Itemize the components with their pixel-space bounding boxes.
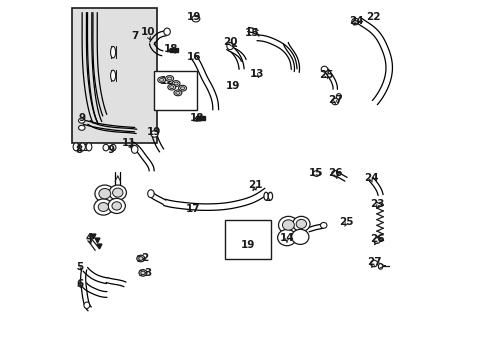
Text: 13: 13 [249, 69, 264, 79]
Ellipse shape [79, 118, 85, 123]
Text: 11: 11 [122, 138, 136, 148]
Text: 19: 19 [241, 240, 255, 250]
Text: 27: 27 [327, 95, 342, 105]
Ellipse shape [110, 70, 115, 81]
Text: 15: 15 [308, 168, 323, 178]
Ellipse shape [277, 230, 296, 246]
Ellipse shape [321, 66, 327, 72]
Text: 4: 4 [85, 233, 93, 243]
Ellipse shape [178, 85, 186, 91]
Ellipse shape [98, 203, 108, 211]
Ellipse shape [112, 188, 122, 197]
Text: 9: 9 [107, 145, 115, 156]
Text: 19: 19 [146, 127, 161, 138]
Text: 25: 25 [338, 217, 352, 228]
Ellipse shape [278, 216, 298, 234]
Ellipse shape [103, 144, 108, 151]
Ellipse shape [268, 192, 272, 200]
Ellipse shape [282, 220, 294, 230]
Ellipse shape [139, 270, 146, 276]
Ellipse shape [291, 229, 308, 244]
Ellipse shape [139, 257, 142, 260]
Ellipse shape [174, 82, 178, 85]
Ellipse shape [373, 238, 380, 243]
Ellipse shape [108, 198, 125, 213]
Ellipse shape [378, 264, 382, 269]
Ellipse shape [151, 131, 158, 137]
Text: 26: 26 [327, 168, 342, 178]
Text: 25: 25 [319, 70, 333, 80]
Ellipse shape [73, 143, 79, 151]
Text: 18: 18 [163, 44, 178, 54]
Ellipse shape [320, 222, 326, 228]
Ellipse shape [165, 76, 173, 81]
Text: 2: 2 [141, 253, 148, 264]
Ellipse shape [95, 185, 115, 202]
Ellipse shape [180, 87, 184, 90]
Ellipse shape [175, 91, 180, 94]
Ellipse shape [167, 77, 171, 80]
Ellipse shape [226, 42, 233, 50]
Ellipse shape [86, 143, 92, 151]
Ellipse shape [331, 98, 338, 105]
Bar [224, 220, 271, 259]
Ellipse shape [84, 302, 89, 309]
Ellipse shape [192, 15, 200, 22]
Text: 5: 5 [76, 262, 83, 272]
Text: 8: 8 [75, 145, 82, 156]
Ellipse shape [331, 171, 338, 176]
Ellipse shape [292, 216, 309, 231]
Ellipse shape [172, 81, 180, 86]
Text: 12: 12 [160, 76, 174, 86]
Ellipse shape [110, 46, 115, 58]
Ellipse shape [94, 199, 113, 215]
Ellipse shape [112, 202, 121, 210]
Ellipse shape [159, 78, 163, 81]
Ellipse shape [137, 255, 144, 262]
Text: 1: 1 [114, 189, 121, 199]
Text: 10: 10 [141, 27, 155, 37]
Ellipse shape [167, 84, 175, 90]
Ellipse shape [141, 271, 145, 275]
Text: 19: 19 [186, 12, 201, 22]
Text: 24: 24 [348, 16, 363, 26]
Bar [154, 71, 197, 110]
Ellipse shape [313, 171, 319, 176]
Text: 22: 22 [366, 12, 380, 22]
Ellipse shape [163, 28, 170, 35]
Text: 3: 3 [144, 268, 151, 278]
Text: 23: 23 [370, 199, 384, 210]
Text: 26: 26 [369, 234, 384, 244]
Text: 7: 7 [131, 31, 138, 41]
Ellipse shape [169, 86, 174, 89]
Text: 20: 20 [223, 37, 238, 48]
Ellipse shape [79, 125, 85, 130]
Ellipse shape [264, 192, 268, 200]
Text: 14: 14 [279, 233, 294, 243]
Ellipse shape [351, 18, 358, 25]
Ellipse shape [174, 90, 182, 96]
Text: 19: 19 [225, 81, 240, 91]
Text: 18: 18 [189, 113, 204, 123]
Text: 27: 27 [366, 257, 381, 267]
Text: 16: 16 [186, 52, 201, 62]
Ellipse shape [80, 143, 85, 151]
Text: 24: 24 [363, 173, 378, 183]
Ellipse shape [131, 145, 138, 153]
Text: 17: 17 [186, 204, 200, 214]
Ellipse shape [147, 190, 154, 198]
Ellipse shape [158, 77, 165, 83]
Text: 15: 15 [244, 28, 259, 38]
Ellipse shape [370, 260, 377, 267]
Bar [72, 8, 157, 143]
Ellipse shape [99, 189, 111, 199]
Text: 9: 9 [78, 113, 85, 123]
Ellipse shape [336, 94, 341, 99]
Ellipse shape [109, 185, 126, 200]
Text: 21: 21 [247, 180, 262, 190]
Ellipse shape [110, 144, 116, 151]
Text: 6: 6 [76, 279, 83, 289]
Ellipse shape [296, 219, 306, 229]
